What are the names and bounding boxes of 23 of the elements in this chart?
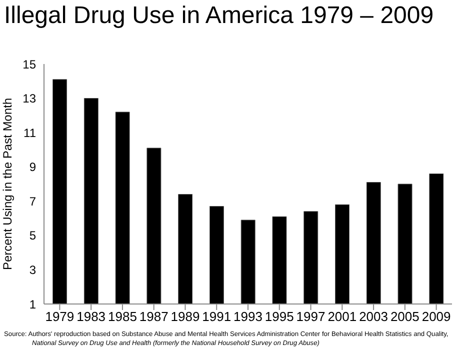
y-tick-label: 13: [22, 92, 36, 106]
x-tick-label: 2001: [328, 309, 357, 324]
y-tick-label: 9: [29, 160, 36, 174]
x-tick-label: 1997: [296, 309, 326, 324]
y-tick-label: 1: [29, 297, 36, 312]
x-tick-label: 2005: [390, 309, 420, 324]
y-tick-label: 3: [29, 262, 36, 277]
x-tick-label: 1983: [76, 309, 106, 324]
y-tick-label: 15: [22, 57, 36, 72]
x-tick-label: 1985: [108, 309, 137, 324]
x-tick-label: 1979: [45, 309, 74, 324]
x-tick-label: 1995: [264, 309, 294, 324]
y-tick-label: 7: [29, 194, 36, 208]
x-tick-label: 2003: [359, 309, 388, 324]
chart-title: Illegal Drug Use in America 1979 – 2009: [4, 2, 434, 30]
y-axis-title: Percent Using in the Past Month: [0, 98, 14, 270]
x-tick-label: 1991: [202, 309, 232, 324]
x-tick-label: 1993: [234, 309, 262, 324]
y-tick-label: 11: [24, 126, 36, 140]
x-tick-label: 1987: [139, 309, 168, 324]
x-tick-label: 1989: [170, 309, 200, 324]
y-tick-label: 5: [29, 228, 36, 243]
x-tick-label: 2009: [422, 309, 451, 324]
